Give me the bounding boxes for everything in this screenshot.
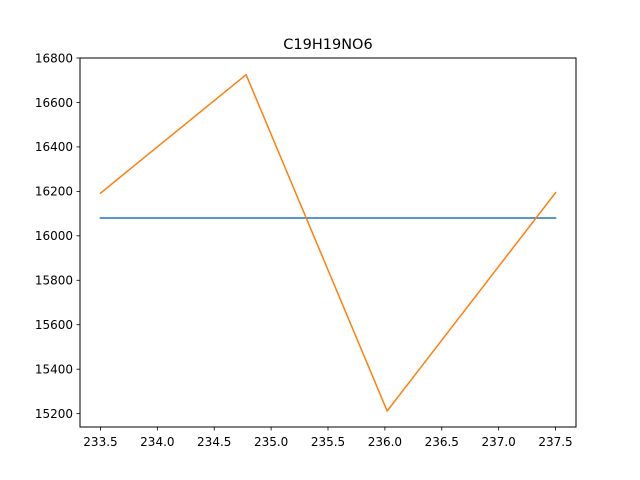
x-tick-label: 234.0 xyxy=(140,435,174,449)
x-tick-label: 234.5 xyxy=(197,435,231,449)
x-tick-label: 233.5 xyxy=(83,435,117,449)
x-tick-label: 237.0 xyxy=(481,435,515,449)
y-tick-label: 15600 xyxy=(35,318,73,332)
series-line-2 xyxy=(99,73,557,412)
x-tick-label: 235.0 xyxy=(254,435,288,449)
y-axis: 15200 15400 15600 15800 16000 16200 16400 16600… xyxy=(35,51,80,421)
x-tick-label: 236.5 xyxy=(425,435,459,449)
y-tick-label: 16800 xyxy=(35,51,73,65)
x-axis: 233.5 234.0 234.5 235.0 235.5 236.0 236.5 237.0… xyxy=(83,427,573,449)
x-tick-label: 237.5 xyxy=(538,435,572,449)
chart-title: C19H19NO6 xyxy=(283,37,372,53)
series-layer xyxy=(99,73,557,412)
y-tick-label: 15400 xyxy=(35,363,73,377)
y-tick-label: 15800 xyxy=(35,274,73,288)
y-tick-label: 16400 xyxy=(35,140,73,154)
x-tick-label: 235.5 xyxy=(311,435,345,449)
y-tick-label: 16200 xyxy=(35,185,73,199)
y-tick-label: 15200 xyxy=(35,407,73,421)
y-tick-label: 16600 xyxy=(35,96,73,110)
y-tick-label: 16000 xyxy=(35,229,73,243)
x-tick-label: 236.0 xyxy=(368,435,402,449)
